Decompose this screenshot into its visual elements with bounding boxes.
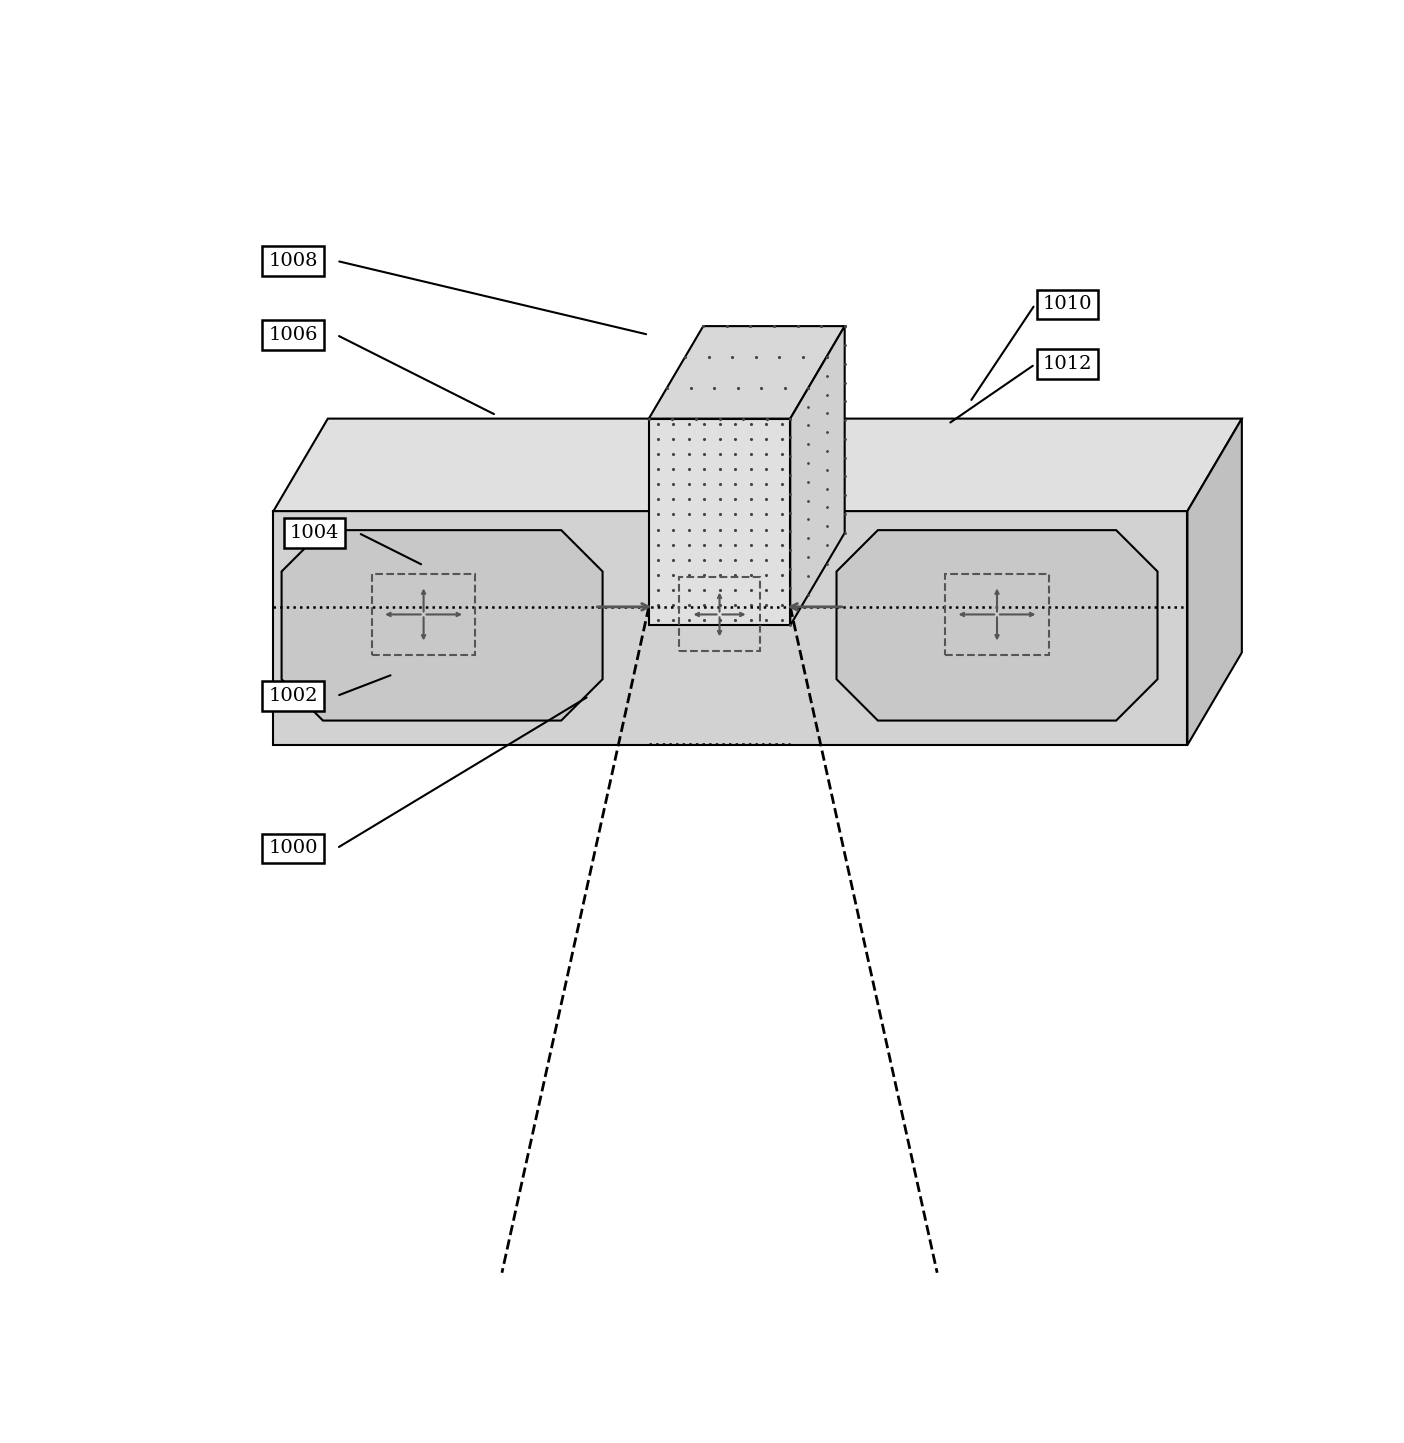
- Polygon shape: [837, 530, 1157, 720]
- Text: 1002: 1002: [268, 687, 317, 706]
- Text: 1010: 1010: [1043, 296, 1092, 313]
- Polygon shape: [790, 326, 845, 625]
- Text: 1012: 1012: [1043, 355, 1092, 374]
- Text: 1006: 1006: [268, 326, 317, 343]
- Bar: [945, 574, 1049, 655]
- Bar: [372, 574, 476, 655]
- Text: 1008: 1008: [268, 253, 317, 270]
- Bar: [274, 511, 1188, 745]
- Bar: [678, 577, 761, 651]
- Polygon shape: [649, 326, 845, 418]
- Text: 1000: 1000: [268, 840, 317, 857]
- Polygon shape: [282, 530, 602, 720]
- Polygon shape: [1188, 418, 1243, 745]
- Polygon shape: [274, 418, 1243, 511]
- Text: 1004: 1004: [291, 524, 340, 543]
- Bar: [649, 418, 790, 625]
